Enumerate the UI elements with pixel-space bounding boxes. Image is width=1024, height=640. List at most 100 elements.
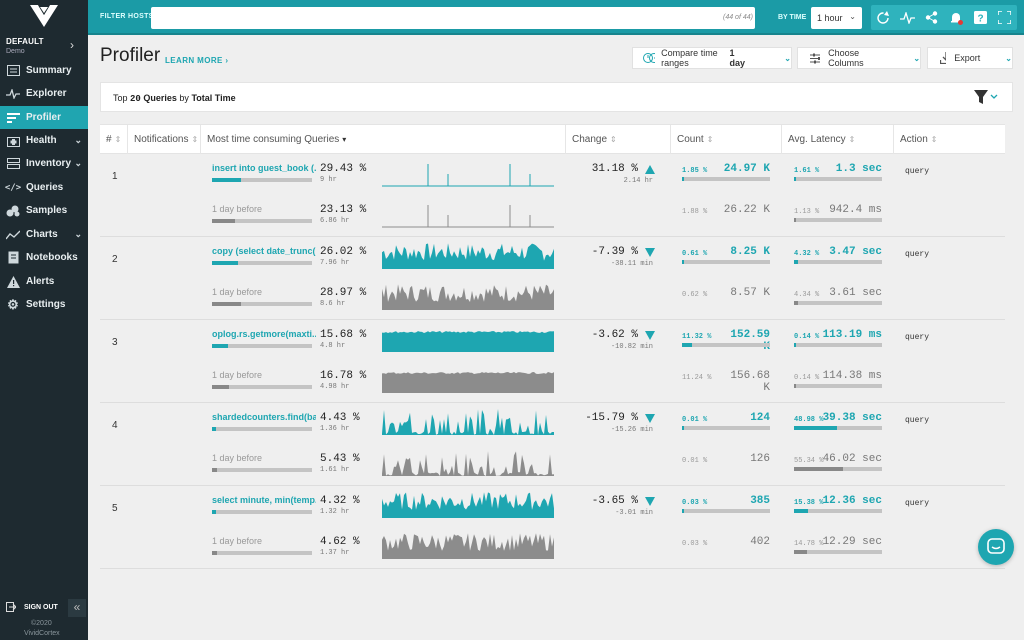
query-link[interactable]: oplog.rs.getmore(maxti... [212,329,316,339]
table-row-group: 3 oplog.rs.getmore(maxti... 15.68 % 4.8 hr -… [100,320,1005,403]
count-percent: 0.01 % [682,457,708,465]
sidebar-item-explorer[interactable]: Explorer [0,82,88,105]
learn-more-link[interactable]: LEARN MORE › [165,56,229,65]
health-icon [6,134,20,148]
sidebar-item-charts[interactable]: Charts ⌄ [0,223,88,246]
latency-share-fill [794,343,796,347]
comparison-row: 1 day before 16.78 % 4.98 hr 11.24 % 156.68 … [100,361,1005,402]
time-percent: 23.13 % [320,204,367,216]
query-share-fill [212,178,242,182]
query-link[interactable]: select minute, min(temp... [212,495,316,505]
query-link[interactable]: shardedcounters.find(ba... [212,412,316,422]
col-latency[interactable]: Avg. Latency ⇕ [781,125,855,154]
latency-value: 3.47 sec [829,246,882,258]
query-link[interactable]: insert into guest_book (... [212,163,316,173]
chevron-down-icon: ⌄ [784,53,791,63]
table-row-group: 2 copy (select date_trunc(... 26.02 % 7.96 … [100,237,1005,320]
sidebar-item-samples[interactable]: Samples [0,199,88,222]
vividcortex-logo-icon[interactable] [28,3,60,29]
time-hours: 9 hr [320,176,337,184]
col-notifications[interactable]: Notifications ⇕ [127,125,198,154]
latency-percent: 1.13 % [794,208,820,216]
time-percent: 5.43 % [320,453,360,465]
row-rank: 1 [112,171,118,182]
col-rank[interactable]: # ⇕ [106,134,122,145]
sparkline-chart [382,533,554,559]
export-button[interactable]: Export ⌄ [927,47,1013,69]
collapse-sidebar-icon[interactable]: « [68,599,86,617]
sidebar-item-summary[interactable]: Summary [0,59,88,82]
latency-percent: 1.61 % [794,167,820,175]
activity-icon[interactable] [899,10,915,26]
sidebar-item-health[interactable]: Health ⌄ [0,129,88,152]
filter-button[interactable] [974,89,998,108]
count-percent: 1.85 % [682,167,708,175]
compare-time-ranges-button[interactable]: Compare time ranges 1 day ⌄ [632,47,792,69]
count-percent: 0.61 % [682,250,708,258]
trend-down-icon [645,248,655,260]
latency-value: 39.38 sec [822,412,882,424]
choose-columns-button[interactable]: Choose Columns ⌄ [797,47,921,69]
chevron-right-icon[interactable]: › [70,38,74,52]
help-icon[interactable]: ? [972,10,988,26]
query-action-link[interactable]: query [905,250,930,259]
query-link[interactable]: copy (select date_trunc(... [212,246,316,256]
latency-share-bar [794,301,882,305]
latency-percent: 48.98 % [794,416,824,424]
sparkline-chart [382,372,554,393]
chevron-down-icon[interactable]: ⌄ [74,135,82,145]
count-percent: 0.01 % [682,416,708,424]
by-time-label: BY TIME [778,14,807,21]
count-value: 8.57 K [730,287,770,299]
sidebar-item-profiler[interactable]: Profiler [0,106,88,129]
change-percent: -15.79 % [585,412,638,424]
sidebar-item-inventory[interactable]: Inventory ⌄ [0,152,88,175]
sidebar-item-label: Profiler [26,112,62,123]
sidebar-item-settings[interactable]: ⚙ Settings [0,293,88,316]
col-change[interactable]: Change ⇕ [565,125,617,154]
col-action[interactable]: Action ⇕ [893,125,938,154]
sidebar-item-label: Queries [26,182,64,193]
latency-value: 46.02 sec [822,453,882,465]
sparkline-chart [382,205,554,228]
share-icon[interactable] [924,10,940,26]
change-amount: -38.11 min [610,260,653,268]
chat-button[interactable] [978,529,1014,565]
summary-metric[interactable]: Total Time [191,93,236,103]
notification-bell-icon[interactable] [948,10,964,26]
filter-hosts-input[interactable] [151,7,755,29]
col-queries[interactable]: Most time consuming Queries ▾ [200,125,346,154]
sign-out-button[interactable]: SIGN OUT [6,602,58,612]
query-action-link[interactable]: query [905,499,930,508]
query-action-link[interactable]: query [905,167,930,176]
query-action-link[interactable]: query [905,333,930,342]
samples-icon [6,204,20,218]
latency-percent: 4.32 % [794,250,820,258]
query-summary-text: Top 20 Queries by Total Time [113,93,236,104]
environment-name[interactable]: DEFAULT [6,37,44,46]
latency-value: 1.3 sec [835,163,882,175]
time-range-select[interactable]: 1 hour ⌄ [811,7,862,29]
sidebar-item-notebooks[interactable]: Notebooks [0,246,88,269]
chevron-down-icon[interactable]: ⌄ [74,158,82,168]
fullscreen-icon[interactable] [997,10,1013,26]
toolbar-icons: ? [871,5,1017,30]
sidebar-item-alerts[interactable]: Alerts [0,270,88,293]
latency-percent: 0.14 % [794,374,820,382]
col-count[interactable]: Count ⇕ [670,125,713,154]
comparison-row: 1 day before 28.97 % 8.6 hr 0.62 % 8.57 K 4.3… [100,278,1005,319]
comparison-label: 1 day before [212,453,263,463]
chevron-down-icon[interactable]: ⌄ [74,229,82,239]
query-share-fill [212,385,229,389]
table-header: # ⇕ Notifications ⇕ Most time consuming Qu… [100,124,1005,154]
change-amount: -3.01 min [615,509,653,517]
count-share-bar [682,426,770,430]
sparkline-chart [382,451,554,476]
sidebar-item-queries[interactable]: </> Queries [0,176,88,199]
refresh-icon[interactable] [875,10,891,26]
summary-count[interactable]: 20 [130,94,141,104]
query-action-link[interactable]: query [905,416,930,425]
count-share-fill [682,177,684,181]
query-share-bar [212,427,312,431]
table-row-group: 4 shardedcounters.find(ba... 4.43 % 1.36 hr… [100,403,1005,486]
